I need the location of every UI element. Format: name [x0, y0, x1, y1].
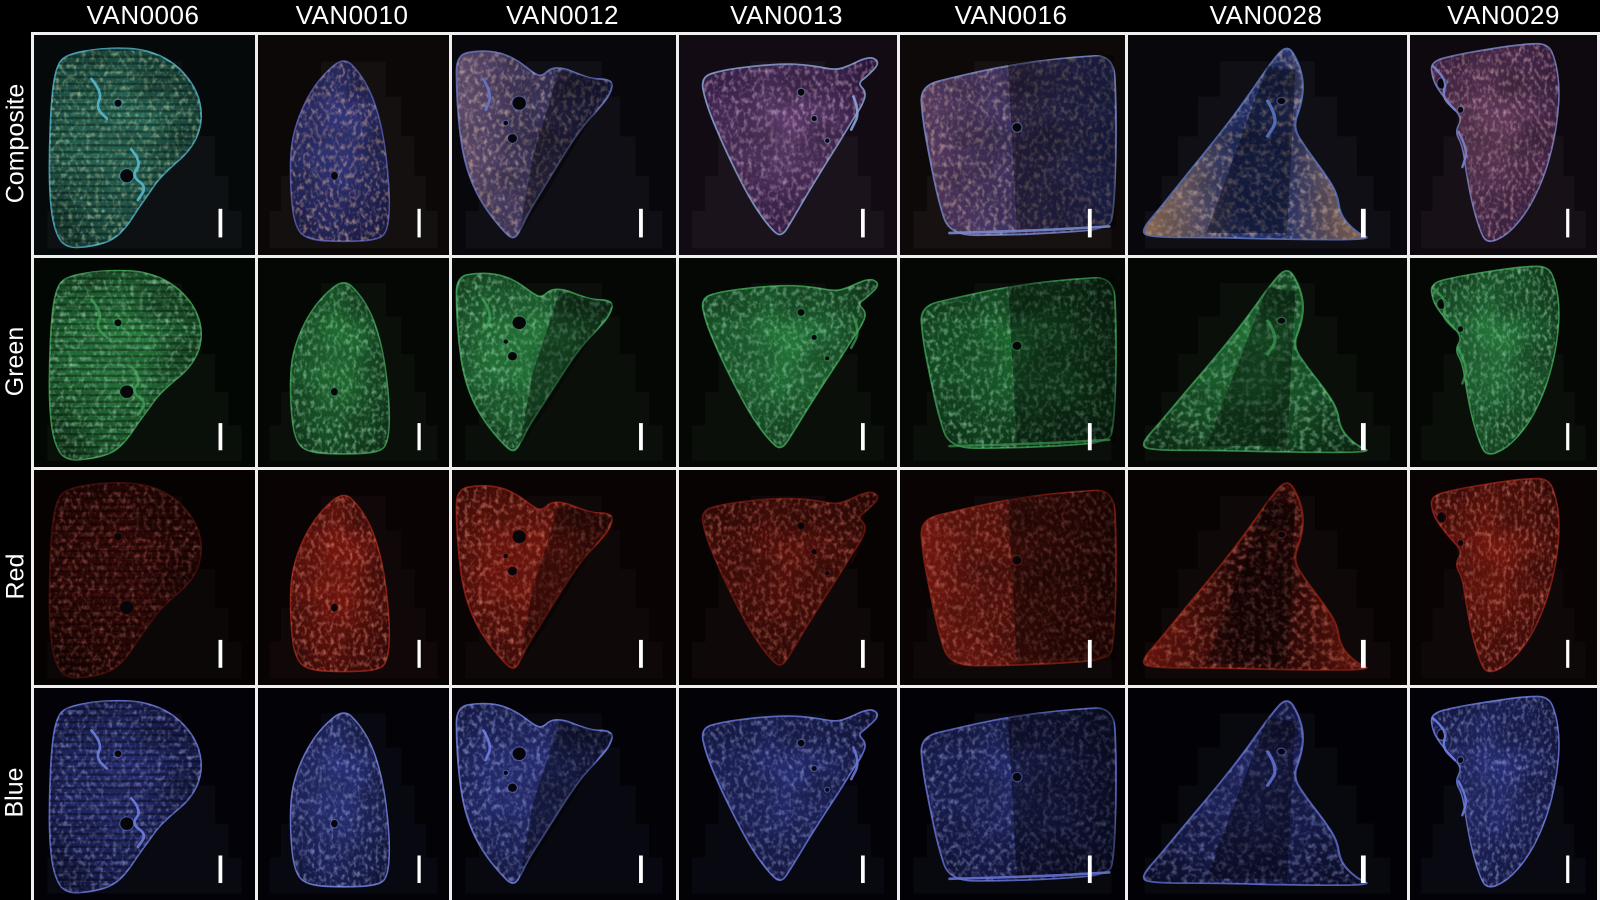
scale-bar: [218, 208, 223, 238]
scale-bar: [639, 855, 643, 884]
scale-bar: [1566, 208, 1570, 238]
column-header-van0029: VAN0029: [1447, 0, 1560, 30]
row-label-green: Green: [1, 326, 30, 396]
scale-bar: [1566, 855, 1570, 884]
tissue-micrograph-van0029-composite: [1410, 35, 1597, 255]
scale-bar: [1087, 423, 1092, 451]
image-cell-van0010-blue: [255, 685, 449, 900]
scale-bar: [1087, 208, 1092, 238]
image-cell-van0016-red: [897, 467, 1125, 685]
image-cell-van0010-green: [255, 255, 449, 467]
scale-bar: [861, 639, 865, 668]
scale-bar: [218, 639, 223, 668]
scale-bar: [861, 208, 865, 238]
scale-bar: [1360, 208, 1366, 238]
scale-bar: [1087, 855, 1092, 884]
image-cell-van0028-green: [1125, 255, 1407, 467]
tissue-micrograph-van0013-blue: [679, 688, 897, 900]
image-cell-van0012-composite: [449, 32, 676, 255]
image-cell-van0028-composite: [1125, 32, 1407, 255]
image-cell-van0028-blue: [1125, 685, 1407, 900]
tissue-micrograph-van0006-red: [34, 470, 255, 685]
image-cell-van0013-composite: [676, 32, 897, 255]
tissue-micrograph-van0012-blue: [452, 688, 676, 900]
scale-bar: [639, 208, 643, 238]
image-cell-van0006-red: [31, 467, 255, 685]
tissue-micrograph-van0010-composite: [258, 35, 449, 255]
tissue-micrograph-van0016-green: [900, 258, 1125, 467]
image-cell-van0006-green: [31, 255, 255, 467]
scale-bar: [417, 208, 421, 238]
image-cell-van0010-composite: [255, 32, 449, 255]
column-header-van0006: VAN0006: [86, 0, 200, 30]
column-header-van0013: VAN0013: [730, 0, 843, 30]
image-cell-van0016-composite: [897, 32, 1125, 255]
scale-bar: [1360, 423, 1366, 451]
image-cell-van0010-red: [255, 467, 449, 685]
scale-bar: [639, 639, 643, 668]
tissue-micrograph-van0012-green: [452, 258, 676, 467]
tissue-micrograph-van0006-blue: [34, 688, 255, 900]
image-cell-van0012-red: [449, 467, 676, 685]
image-cell-van0029-red: [1407, 467, 1600, 685]
tissue-micrograph-van0028-green: [1128, 258, 1407, 467]
scale-bar: [417, 423, 421, 451]
tissue-micrograph-van0016-red: [900, 470, 1125, 685]
tissue-micrograph-van0028-composite: [1128, 35, 1407, 255]
image-cell-van0016-green: [897, 255, 1125, 467]
column-header-van0016: VAN0016: [954, 0, 1068, 30]
image-cell-van0028-red: [1125, 467, 1407, 685]
tissue-micrograph-van0029-blue: [1410, 688, 1597, 900]
image-cell-van0029-blue: [1407, 685, 1600, 900]
tissue-micrograph-van0016-composite: [900, 35, 1125, 255]
scale-bar: [218, 423, 223, 451]
tissue-micrograph-van0006-green: [34, 258, 255, 467]
image-cell-van0012-blue: [449, 685, 676, 900]
tissue-micrograph-van0029-green: [1410, 258, 1597, 467]
image-cell-van0013-red: [676, 467, 897, 685]
scale-bar: [861, 423, 865, 451]
tissue-micrograph-van0012-composite: [452, 35, 676, 255]
tissue-micrograph-van0013-red: [679, 470, 897, 685]
tissue-micrograph-van0013-green: [679, 258, 897, 467]
image-cell-van0006-blue: [31, 685, 255, 900]
scale-bar: [1566, 639, 1570, 668]
scale-bar: [861, 855, 865, 884]
tissue-micrograph-van0028-blue: [1128, 688, 1407, 900]
tissue-micrograph-van0013-composite: [679, 35, 897, 255]
row-label-composite: Composite: [1, 83, 29, 204]
tissue-micrograph-van0010-blue: [258, 688, 449, 900]
scale-bar: [417, 855, 421, 884]
image-cell-van0029-composite: [1407, 32, 1600, 255]
tissue-micrograph-van0010-red: [258, 470, 449, 685]
tissue-micrograph-van0006-composite: [34, 35, 255, 255]
tissue-micrograph-van0016-blue: [900, 688, 1125, 900]
tissue-micrograph-van0010-green: [258, 258, 449, 467]
scale-bar: [417, 639, 421, 668]
image-cell-van0013-blue: [676, 685, 897, 900]
scale-bar: [1360, 639, 1366, 668]
column-header-van0012: VAN0012: [506, 0, 619, 30]
row-label-red: Red: [1, 553, 29, 599]
image-cell-van0012-green: [449, 255, 676, 467]
row-label-blue: Blue: [1, 767, 30, 818]
scale-bar: [1087, 639, 1092, 668]
image-cell-van0006-composite: [31, 32, 255, 255]
tissue-micrograph-van0028-red: [1128, 470, 1407, 685]
scale-bar: [1566, 423, 1570, 451]
tissue-micrograph-van0012-red: [452, 470, 676, 685]
scale-bar: [639, 423, 643, 451]
image-cell-van0013-green: [676, 255, 897, 467]
column-header-van0028: VAN0028: [1209, 0, 1323, 30]
image-cell-van0029-green: [1407, 255, 1600, 467]
scale-bar: [218, 855, 223, 884]
scale-bar: [1360, 855, 1366, 884]
image-cell-van0016-blue: [897, 685, 1125, 900]
column-header-van0010: VAN0010: [295, 0, 409, 30]
tissue-micrograph-van0029-red: [1410, 470, 1597, 685]
